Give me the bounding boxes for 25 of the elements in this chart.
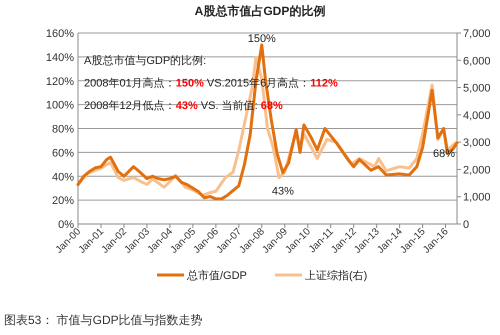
y-tick-label: 40%: [52, 171, 74, 184]
y2-tick-label: 7,000: [463, 28, 491, 40]
y2-tick-label: 5,000: [463, 82, 491, 95]
legend-label: 上证综指(右): [305, 269, 368, 282]
legend-label: 总市值/GDP: [186, 269, 247, 282]
y-tick-label: 140%: [46, 52, 74, 64]
annotation: 150%: [248, 32, 276, 45]
y2-tick-label: 1,000: [463, 192, 491, 204]
y-tick-label: 80%: [52, 124, 74, 136]
text: 图表53： 市值与GDP比值与指数走势: [4, 313, 203, 327]
y2-tick-label: 6,000: [463, 55, 491, 68]
y-tick-label: 60%: [52, 147, 74, 160]
annotation: 68%: [432, 148, 456, 160]
chart-title: A股总市值占GDP的比例: [194, 4, 326, 18]
y2-tick-label: 0: [463, 219, 470, 231]
y-tick-label: 160%: [46, 28, 74, 40]
y-tick-label: 0%: [58, 219, 74, 231]
y2-tick-label: 3,000: [463, 137, 491, 150]
annotation: A股总市值与GDP的比例:: [84, 54, 206, 67]
annotation: 43%: [272, 186, 294, 198]
y2-tick-label: 4,000: [463, 110, 491, 122]
y2-tick-label: 2,000: [463, 164, 491, 176]
y-tick-label: 20%: [52, 195, 74, 208]
y-tick-label: 120%: [46, 76, 74, 88]
y-tick-label: 100%: [46, 100, 74, 112]
